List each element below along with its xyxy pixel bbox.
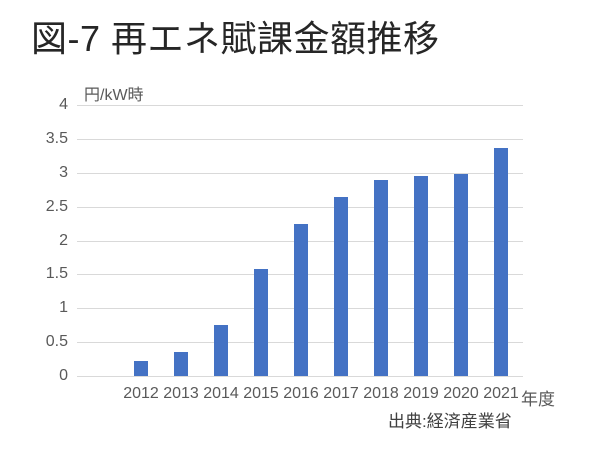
bar-2019 <box>414 176 428 376</box>
gridline-3 <box>77 172 523 174</box>
y-tick-label-2.5: 2.5 <box>45 197 68 215</box>
bar-2014 <box>214 325 228 376</box>
gridline-2.5 <box>77 206 523 208</box>
chart-title: 図-7 再エネ賦課金額推移 <box>31 18 440 59</box>
y-tick-label-4: 4 <box>59 96 68 113</box>
bar-2012 <box>134 361 148 376</box>
y-tick-label-0: 0 <box>59 367 68 384</box>
gridline-0 <box>77 376 523 377</box>
gridline-3.5 <box>77 138 523 140</box>
x-tick-label-2015: 2015 <box>243 385 279 402</box>
x-tick-label-2016: 2016 <box>283 385 319 402</box>
x-tick-label-2020: 2020 <box>443 385 479 402</box>
y-tick-label-0.5: 0.5 <box>45 333 68 351</box>
x-axis-label: 年度 <box>521 390 555 409</box>
y-tick-label-3: 3 <box>59 163 68 181</box>
y-tick-label-1: 1 <box>59 299 68 317</box>
y-tick-label-1.5: 1.5 <box>45 265 68 283</box>
y-axis-unit-label: 円/kW時 <box>84 87 144 104</box>
x-tick-label-2017: 2017 <box>323 385 359 402</box>
x-tick-label-2019: 2019 <box>403 385 439 402</box>
bar-2016 <box>294 223 308 376</box>
y-tick-label-3.5: 3.5 <box>45 129 68 147</box>
x-tick-label-2012: 2012 <box>123 385 159 402</box>
x-tick-label-2014: 2014 <box>203 385 239 402</box>
gridline-4 <box>77 105 523 106</box>
source-note: 出典:経済産業省 <box>388 412 512 431</box>
y-tick-label-2: 2 <box>59 231 68 249</box>
bar-2018 <box>374 179 388 376</box>
x-tick-label-2021: 2021 <box>483 385 519 402</box>
x-tick-label-2018: 2018 <box>363 385 399 402</box>
bar-2017 <box>334 197 348 376</box>
bar-2020 <box>454 174 468 376</box>
bar-2013 <box>174 352 188 376</box>
bar-2015 <box>254 268 268 376</box>
bar-2021 <box>494 148 508 376</box>
x-tick-label-2013: 2013 <box>163 385 199 402</box>
